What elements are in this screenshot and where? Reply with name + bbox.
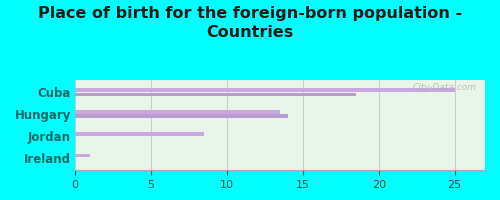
Bar [75,154,90,157]
Bar [75,93,356,96]
Bar [75,110,280,114]
Text: City-Data.com: City-Data.com [413,83,477,92]
Text: Place of birth for the foreign-born population -
Countries: Place of birth for the foreign-born popu… [38,6,462,40]
Bar [75,114,288,118]
Bar [75,132,204,136]
Bar [75,88,454,92]
